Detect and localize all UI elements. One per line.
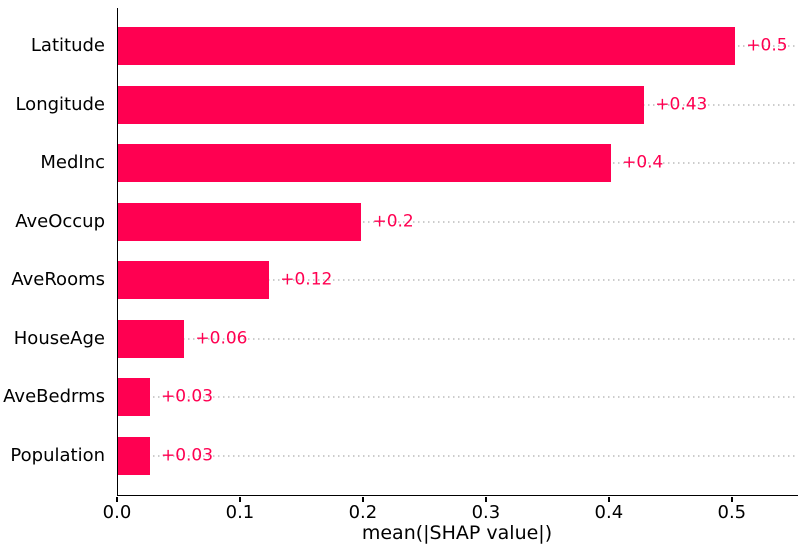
- bar-value-label: +0.4: [622, 152, 664, 173]
- x-axis-title: mean(|SHAP value|): [361, 522, 553, 544]
- row-gridline: [118, 337, 798, 340]
- bar-value-label: +0.03: [160, 445, 214, 465]
- y-tick-label-medinc: MedInc: [40, 152, 105, 173]
- y-tick-label-averooms: AveRooms: [11, 269, 105, 290]
- shap-bar-latitude: [118, 27, 736, 65]
- y-tick-label-aveoccup: AveOccup: [15, 210, 105, 232]
- bar-value-label: +0.43: [655, 94, 708, 114]
- bar-value-label: +0.5: [746, 35, 788, 56]
- x-tick-label: 0.0: [102, 502, 132, 523]
- x-tick-mark: [608, 496, 610, 502]
- bar-value-label: +0.06: [195, 328, 248, 348]
- shap-bar-population: [118, 436, 150, 475]
- y-tick-label-latitude: Latitude: [30, 35, 105, 56]
- row-gridline: [118, 396, 798, 398]
- y-tick-label-population: Population: [10, 444, 105, 466]
- bar-value-label: +0.2: [372, 211, 414, 231]
- shap-bar-longitude: [118, 85, 645, 124]
- shap-bar-medinc: [118, 144, 612, 182]
- bar-value-label: +0.03: [160, 386, 214, 407]
- x-tick-label: 0.5: [717, 502, 747, 523]
- y-tick-label-avebedrms: AveBedrms: [3, 386, 105, 407]
- row-gridline: [118, 220, 798, 223]
- x-tick-mark: [116, 496, 118, 502]
- x-tick-label: 0.4: [594, 502, 624, 523]
- y-tick-label-houseage: HouseAge: [13, 327, 105, 349]
- x-tick-mark: [239, 496, 241, 502]
- x-tick-label: 0.3: [471, 502, 501, 523]
- row-gridline: [118, 454, 798, 457]
- x-tick-label: 0.2: [348, 502, 378, 523]
- shap-bar-aveoccup: [118, 202, 362, 241]
- shap-bar-houseage: [118, 319, 185, 358]
- x-tick-label: 0.1: [225, 502, 255, 523]
- plot-area: +0.5 +0.43 +0.4 +0.2 +0.12 +0.06 +0.03 +0.03: [117, 8, 798, 496]
- x-tick-mark: [362, 496, 364, 502]
- row-gridline: [118, 279, 798, 281]
- shap-bar-averooms: [118, 261, 270, 299]
- shap-bar-avebedrms: [118, 378, 150, 416]
- y-tick-label-longitude: Longitude: [15, 93, 105, 115]
- x-tick-mark: [731, 496, 733, 502]
- bar-value-label: +0.12: [280, 269, 333, 290]
- x-tick-mark: [485, 496, 487, 502]
